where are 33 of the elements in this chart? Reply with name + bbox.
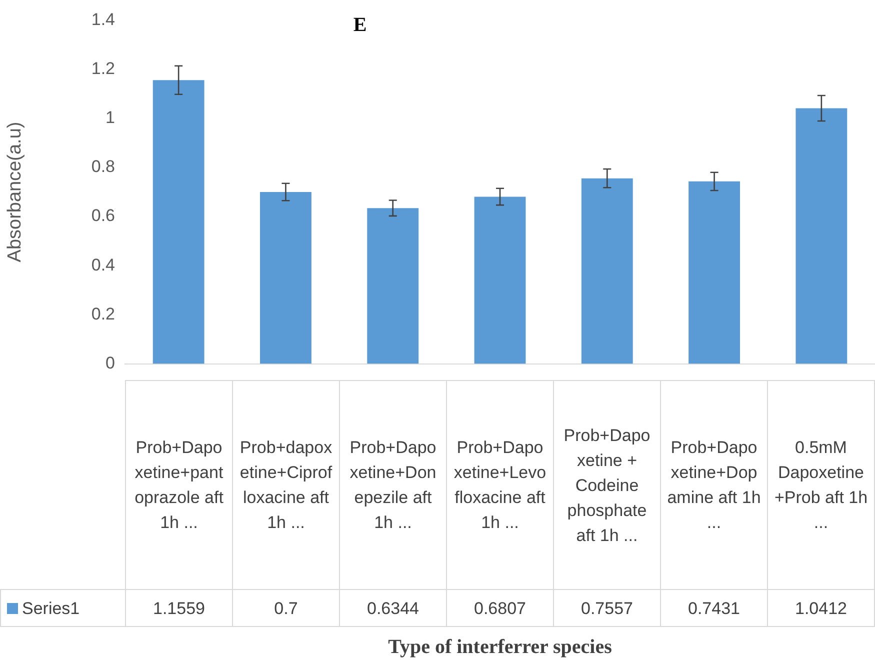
data-label: 1.1559 bbox=[126, 590, 232, 626]
y-tick-label: 1.4 bbox=[91, 10, 115, 29]
bar bbox=[581, 178, 633, 364]
data-label: 0.7557 bbox=[554, 590, 660, 626]
bar bbox=[260, 192, 312, 364]
bar bbox=[152, 80, 204, 364]
data-label: 0.7 bbox=[232, 590, 340, 626]
y-tick-label: 0 bbox=[106, 353, 115, 372]
x-axis-title: Type of interferrer species bbox=[387, 636, 613, 659]
x-tick-label: 0.5mM Dapoxetine+Prob aft 1h ... bbox=[768, 380, 874, 590]
x-tick-label: Prob+Dapoxetine+Dopamine aft 1h ... bbox=[660, 380, 768, 590]
x-tick-label: Prob+Dapoxetine+Levofloxacine aft 1h ... bbox=[446, 380, 554, 590]
y-tick-label: 0.8 bbox=[91, 157, 115, 176]
data-label: 0.6344 bbox=[340, 590, 446, 626]
bar bbox=[367, 208, 419, 364]
y-axis-title: Absorbance(a.u) bbox=[4, 122, 26, 262]
x-tick-label: Prob+dapoxetine+Ciprofloxacine aft 1h ... bbox=[232, 380, 340, 590]
y-tick-label: 0.2 bbox=[91, 304, 115, 324]
x-tick-label: Prob+Dapoxetine + Codeine phosphate aft 1h ... bbox=[554, 380, 660, 590]
y-tick-label: 1.2 bbox=[91, 58, 115, 78]
legend-label: Series1 bbox=[0, 590, 126, 626]
chart-title: E bbox=[352, 14, 368, 37]
x-tick-label: Prob+Dapoxetine+pantoprazole aft 1h ... bbox=[126, 380, 232, 590]
bar bbox=[688, 181, 740, 364]
y-tick-label: 1 bbox=[106, 108, 115, 128]
data-label: 0.6807 bbox=[446, 590, 554, 626]
data-label: 0.7431 bbox=[660, 590, 768, 626]
bar bbox=[796, 108, 848, 364]
y-tick-label: 0.4 bbox=[91, 255, 115, 274]
y-tick-label: 0.6 bbox=[91, 206, 115, 226]
x-tick-label: Prob+Dapoxetine+Donepezile aft 1h ... bbox=[340, 380, 446, 590]
data-label: 1.0412 bbox=[768, 590, 874, 626]
bar bbox=[474, 196, 526, 364]
